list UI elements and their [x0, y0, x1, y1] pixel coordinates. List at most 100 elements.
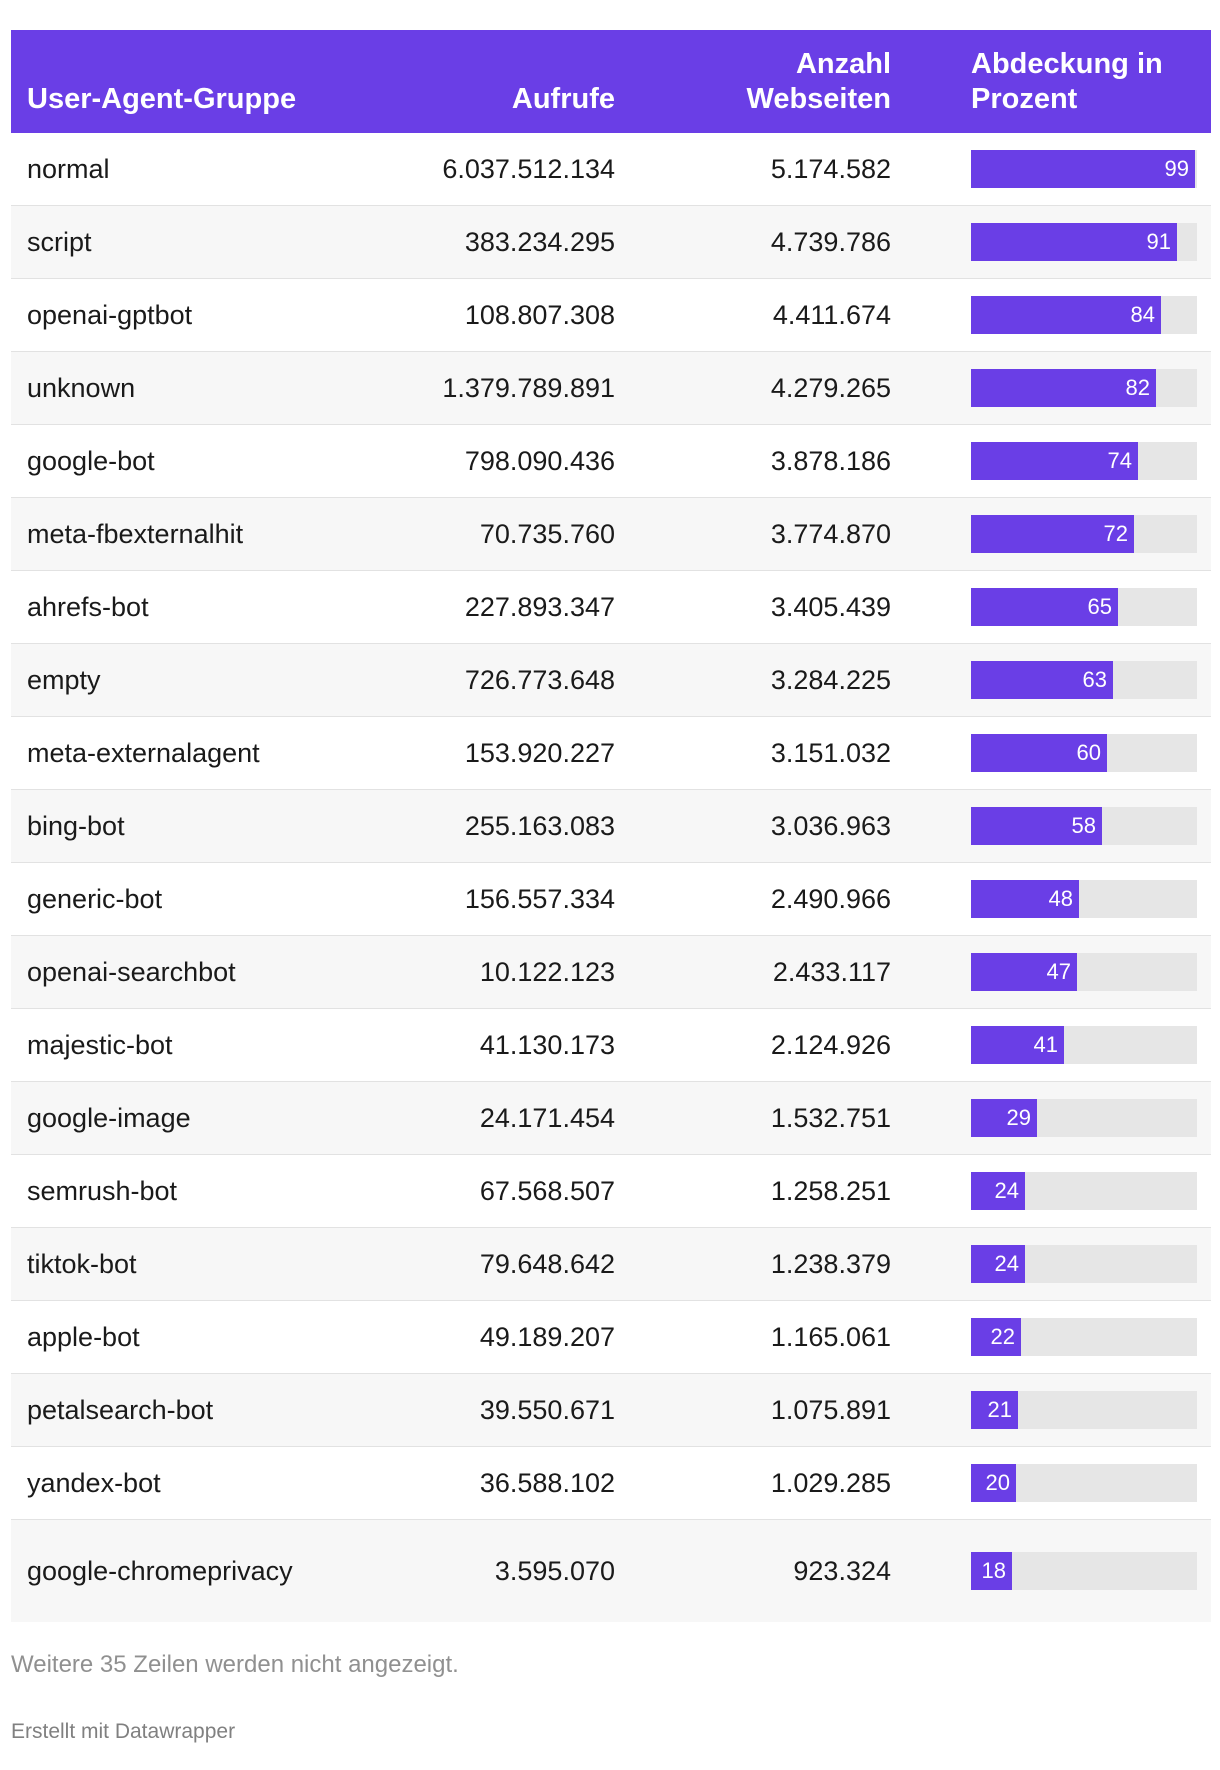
- cell-coverage: 22: [907, 1301, 1211, 1374]
- table-row: google-bot 798.090.436 3.878.186 74: [11, 424, 1211, 498]
- coverage-bar: [971, 1391, 1018, 1429]
- table-row: meta-fbexternalhit 70.735.760 3.774.870 72: [11, 497, 1211, 571]
- coverage-value-label: 58: [1071, 813, 1096, 838]
- cell-group: meta-fbexternalhit: [27, 519, 244, 549]
- coverage-bar-track: 41: [971, 1026, 1197, 1064]
- cell-group: empty: [27, 665, 101, 695]
- coverage-bar: [971, 1245, 1025, 1283]
- cell-group: petalsearch-bot: [27, 1395, 214, 1425]
- table-header: User-Agent-Gruppe Aufrufe Anzahl Webseit…: [11, 30, 1211, 133]
- cell-group: openai-gptbot: [27, 300, 193, 330]
- cell-calls: 726.773.648: [464, 665, 615, 695]
- cell-websites: 4.411.674: [772, 300, 891, 330]
- cell-websites: 4.739.786: [770, 227, 891, 257]
- table-row: apple-bot 49.189.207 1.165.061 22: [11, 1300, 1211, 1374]
- cell-coverage: 20: [907, 1447, 1211, 1520]
- coverage-bar-track: 18: [971, 1552, 1197, 1590]
- coverage-bar: [971, 880, 1079, 918]
- cell-calls: 153.920.227: [464, 738, 615, 768]
- cell-websites: 1.532.751: [770, 1103, 891, 1133]
- coverage-bar-track: 22: [971, 1318, 1197, 1356]
- coverage-bar-track: 63: [971, 661, 1197, 699]
- hidden-rows-note: Weitere 35 Zeilen werden nicht angezeigt…: [11, 1651, 459, 1678]
- coverage-bar-track: 20: [971, 1464, 1197, 1502]
- cell-group: meta-externalagent: [27, 738, 260, 768]
- coverage-bar: [971, 150, 1195, 188]
- coverage-bar-track: 21: [971, 1391, 1197, 1429]
- table-row: majestic-bot 41.130.173 2.124.926 41: [11, 1008, 1211, 1082]
- header-websites[interactable]: Anzahl Webseiten: [746, 48, 891, 115]
- cell-group: google-image: [27, 1103, 191, 1133]
- cell-group: script: [27, 227, 92, 257]
- coverage-bar-track: 24: [971, 1245, 1197, 1283]
- credit-line: Erstellt mit Datawrapper: [11, 1720, 236, 1743]
- cell-coverage: 18: [907, 1520, 1211, 1623]
- coverage-bar: [971, 515, 1134, 553]
- coverage-value-label: 29: [1006, 1105, 1031, 1130]
- cell-websites: 923.324: [793, 1556, 891, 1586]
- coverage-bar-track: 82: [971, 369, 1197, 407]
- cell-calls: 39.550.671: [479, 1395, 615, 1425]
- coverage-bar: [971, 296, 1161, 334]
- cell-websites: 1.029.285: [770, 1468, 891, 1498]
- cell-coverage: 63: [907, 644, 1211, 717]
- cell-coverage: 72: [907, 498, 1211, 571]
- table-row: semrush-bot 67.568.507 1.258.251 24: [11, 1154, 1211, 1228]
- cell-websites: 1.258.251: [770, 1176, 891, 1206]
- coverage-bar-track: 74: [971, 442, 1197, 480]
- cell-coverage: 47: [907, 936, 1211, 1009]
- coverage-bar-track: 58: [971, 807, 1197, 845]
- coverage-value-label: 20: [985, 1470, 1010, 1495]
- coverage-bar-track: 24: [971, 1172, 1197, 1210]
- coverage-bar-track: 60: [971, 734, 1197, 772]
- coverage-bar: [971, 588, 1118, 626]
- table-body: normal 6.037.512.134 5.174.582 99 script 383.…: [11, 133, 1211, 1622]
- cell-websites: 3.036.963: [770, 811, 891, 841]
- coverage-value-label: 84: [1130, 302, 1155, 327]
- coverage-table: User-Agent-Gruppe Aufrufe Anzahl Webseit…: [11, 30, 1211, 1622]
- cell-websites: 1.238.379: [770, 1249, 891, 1279]
- cell-calls: 49.189.207: [479, 1322, 615, 1352]
- coverage-value-label: 65: [1087, 594, 1112, 619]
- cell-calls: 36.588.102: [479, 1468, 615, 1498]
- cell-group: tiktok-bot: [27, 1249, 137, 1279]
- cell-coverage: 99: [907, 133, 1211, 206]
- cell-coverage: 65: [907, 571, 1211, 644]
- cell-group: google-chromeprivacy: [27, 1556, 293, 1586]
- coverage-bar: [971, 661, 1113, 699]
- coverage-bar: [971, 1318, 1021, 1356]
- cell-calls: 227.893.347: [464, 592, 615, 622]
- table-row: yandex-bot 36.588.102 1.029.285 20: [11, 1446, 1211, 1520]
- cell-calls: 798.090.436: [464, 446, 615, 476]
- cell-calls: 3.595.070: [494, 1556, 615, 1586]
- cell-coverage: 48: [907, 863, 1211, 936]
- cell-coverage: 84: [907, 279, 1211, 352]
- cell-calls: 10.122.123: [479, 957, 615, 987]
- header-coverage[interactable]: Abdeckung in Prozent: [971, 48, 1163, 115]
- cell-calls: 108.807.308: [464, 300, 615, 330]
- coverage-bar: [971, 1172, 1025, 1210]
- cell-calls: 67.568.507: [479, 1176, 615, 1206]
- coverage-bar-track: 65: [971, 588, 1197, 626]
- header-calls[interactable]: Aufrufe: [511, 83, 615, 115]
- cell-websites: 3.405.439: [770, 592, 891, 622]
- cell-calls: 383.234.295: [464, 227, 615, 257]
- coverage-value-label: 47: [1046, 959, 1071, 984]
- table-row: openai-searchbot 10.122.123 2.433.117 47: [11, 935, 1211, 1009]
- cell-group: unknown: [27, 373, 136, 403]
- cell-websites: 2.124.926: [770, 1030, 891, 1060]
- cell-coverage: 41: [907, 1009, 1211, 1082]
- cell-coverage: 29: [907, 1082, 1211, 1155]
- cell-coverage: 74: [907, 425, 1211, 498]
- cell-calls: 24.171.454: [479, 1103, 615, 1133]
- coverage-value-label: 48: [1048, 886, 1073, 911]
- coverage-value-label: 99: [1164, 156, 1189, 181]
- cell-calls: 255.163.083: [464, 811, 615, 841]
- cell-websites: 3.151.032: [770, 738, 891, 768]
- cell-coverage: 91: [907, 206, 1211, 279]
- header-group[interactable]: User-Agent-Gruppe: [27, 83, 297, 115]
- cell-websites: 3.774.870: [770, 519, 891, 549]
- table-row: google-image 24.171.454 1.532.751 29: [11, 1081, 1211, 1155]
- cell-websites: 2.490.966: [770, 884, 891, 914]
- table-row: meta-externalagent 153.920.227 3.151.032 60: [11, 716, 1211, 790]
